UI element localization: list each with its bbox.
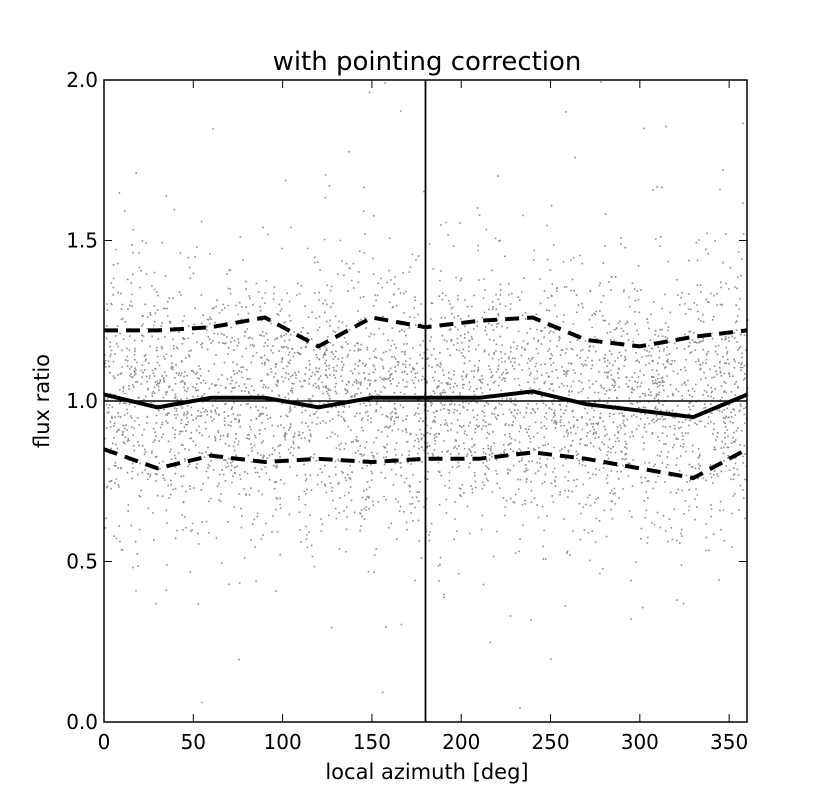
x-tick-label: 100 [264, 730, 302, 754]
series-lines [103, 315, 748, 481]
chart-title: with pointing correction [273, 47, 582, 77]
y-tick-label: 0.5 [66, 550, 98, 574]
x-tick-label: 350 [710, 730, 748, 754]
x-tick-label: 0 [98, 730, 111, 754]
series-line-solid-0 [103, 389, 748, 420]
axis-ticks: 0 50 100 150 200 250 300 350 0.0 0.5 1.0 1.5 2.0 [66, 68, 748, 754]
x-tick-label: 300 [621, 730, 659, 754]
series-line-dashed-1 [104, 315, 748, 349]
y-tick-label: 2.0 [66, 68, 98, 92]
x-tick-label: 200 [442, 730, 480, 754]
x-axis-label: local azimuth [deg] [325, 760, 528, 784]
y-tick-label: 1.0 [66, 389, 98, 413]
x-tick-label: 50 [181, 730, 206, 754]
x-tick-label: 250 [531, 730, 569, 754]
y-tick-label: 0.0 [66, 710, 98, 734]
series-line-dashed-2 [103, 447, 748, 481]
y-tick-label: 1.5 [66, 229, 98, 253]
y-axis-label: flux ratio [30, 354, 54, 448]
x-tick-label: 150 [353, 730, 391, 754]
reference-lines [104, 80, 747, 722]
